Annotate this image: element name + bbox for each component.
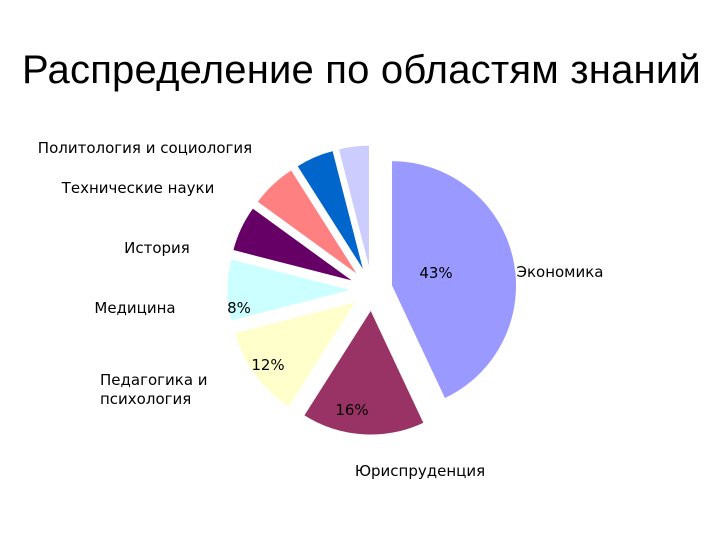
slice-label-4: Медицина — [94, 299, 175, 317]
slide-title: Распределение по областям знаний — [22, 48, 701, 92]
pie-slice-4 — [226, 258, 353, 322]
pie-slice-1 — [391, 160, 517, 400]
slice-value-label-4: 8% — [227, 299, 251, 317]
pie-slice-2 — [303, 308, 425, 436]
pie-slice-8 — [337, 144, 370, 271]
slice-label-5: История — [124, 239, 190, 257]
slice-label-6: Технические науки — [61, 179, 215, 197]
pie-slice-5 — [232, 207, 355, 282]
slice-value-label-3: 12% — [251, 356, 284, 374]
slice-label-7: Политология и социология — [38, 139, 252, 157]
slice-label-1: Экономика — [516, 263, 603, 281]
slice-label-2: Юриспруденция — [355, 462, 485, 480]
slice-label-3: Педагогика и психология — [100, 371, 208, 408]
pie-slices — [226, 144, 517, 436]
slice-value-label-2: 16% — [335, 401, 368, 419]
pie-slice-6 — [256, 169, 359, 276]
slice-value-label-1: 43% — [419, 264, 452, 282]
pie-labels: Экономика 43% Юриспруденция 16% Педагогика и… — [38, 139, 604, 480]
pie-slice-3 — [234, 300, 357, 408]
pie-slice-7 — [296, 149, 365, 272]
